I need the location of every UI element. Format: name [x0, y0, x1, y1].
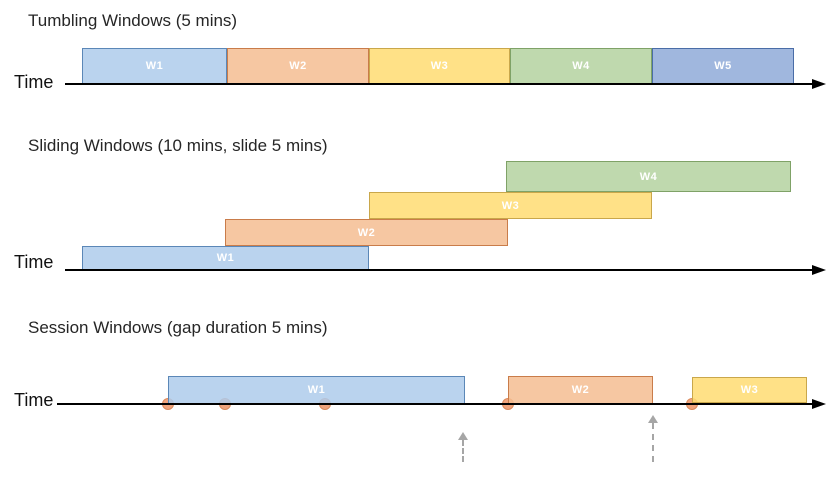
sliding-window-label: W3 [501, 199, 520, 212]
sliding-window-box-w4: W4 [506, 161, 791, 192]
session-timeline-arrowhead-icon [812, 399, 826, 409]
sliding-section-title: Sliding Windows (10 mins, slide 5 mins) [28, 136, 328, 155]
session-window-label: W1 [307, 384, 326, 396]
sliding-window-box-w1: W1 [82, 246, 369, 270]
tumbling-window-label: W2 [289, 60, 307, 72]
tumbling-window-label: W5 [714, 60, 732, 72]
tumbling-window-box-w5: W5 [652, 48, 794, 84]
sliding-window-box-w3: W3 [369, 192, 652, 219]
tumbling-window-box-w1: W1 [82, 48, 227, 84]
dashed-up-arrowhead-icon [648, 415, 658, 423]
sliding-window-box-w2: W2 [225, 219, 508, 246]
sliding-window-label: W2 [357, 226, 376, 239]
session-time-axis-label: Time [14, 390, 54, 410]
dashed-arrow-line [462, 440, 464, 462]
session-window-box-w2: W2 [508, 376, 653, 404]
sliding-time-axis-label: Time [14, 252, 54, 272]
sliding-timeline-arrowhead-icon [812, 265, 826, 275]
sliding-window-label: W4 [639, 170, 658, 183]
session-section-title: Session Windows (gap duration 5 mins) [28, 318, 328, 337]
session-window-label: W2 [571, 384, 590, 396]
tumbling-window-label: W1 [145, 60, 164, 72]
tumbling-timeline-arrowhead-icon [812, 79, 826, 89]
tumbling-window-box-w2: W2 [227, 48, 369, 84]
tumbling-window-label: W4 [572, 60, 590, 72]
session-timeline [57, 403, 812, 405]
tumbling-window-box-w4: W4 [510, 48, 652, 84]
sliding-timeline [65, 269, 812, 271]
tumbling-window-label: W3 [430, 60, 449, 72]
tumbling-section-title: Tumbling Windows (5 mins) [28, 11, 238, 30]
session-window-box-w1: W1 [168, 376, 465, 404]
tumbling-time-axis-label: Time [14, 72, 54, 92]
sliding-window-label: W1 [216, 252, 235, 264]
tumbling-window-box-w3: W3 [369, 48, 510, 84]
tumbling-timeline [65, 83, 812, 85]
dashed-up-arrowhead-icon [458, 432, 468, 440]
dashed-arrow-line [652, 423, 654, 462]
session-window-box-w3: W3 [692, 377, 807, 403]
session-window-label: W3 [740, 384, 759, 396]
